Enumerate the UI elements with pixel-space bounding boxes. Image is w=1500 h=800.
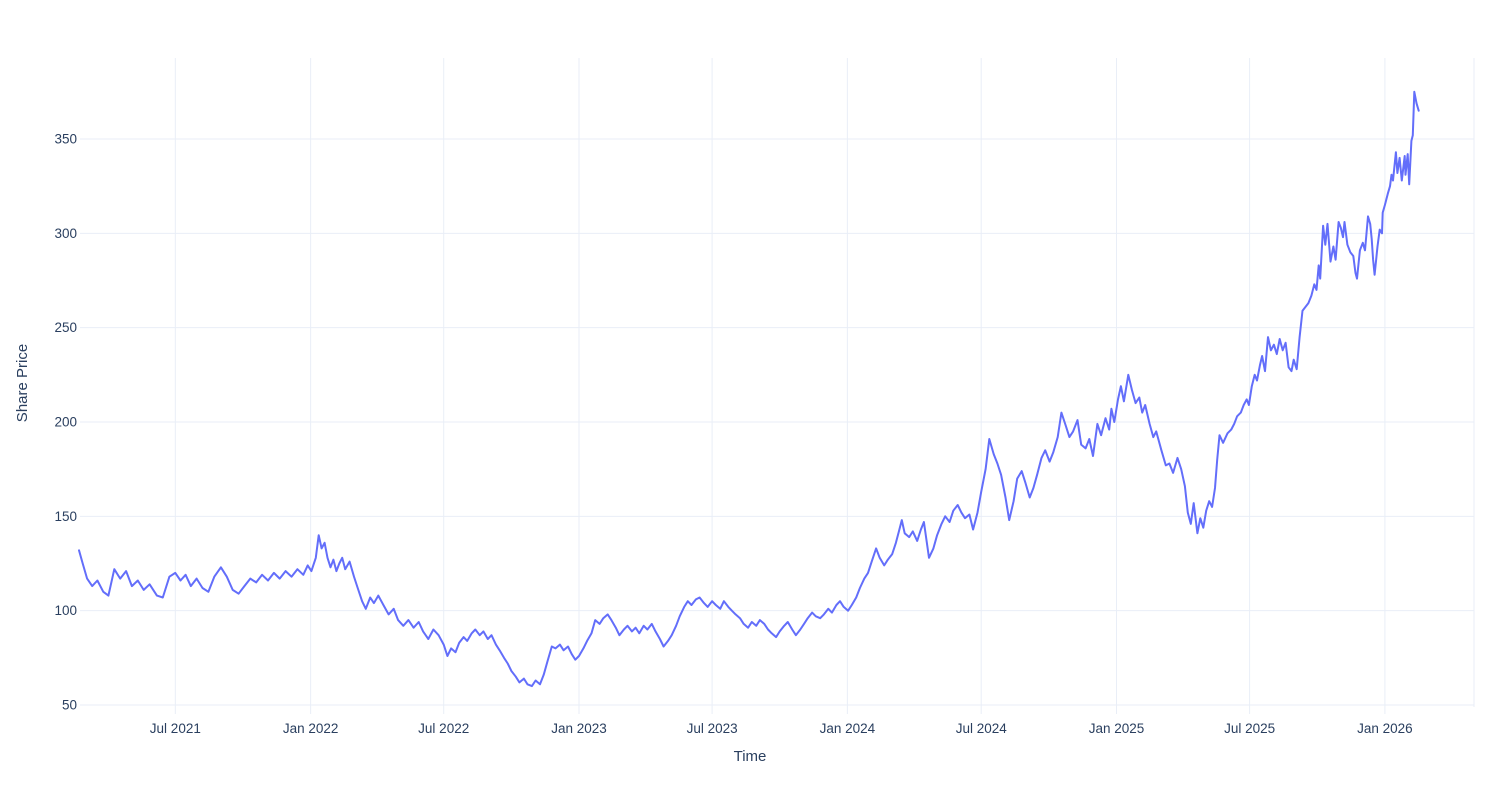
x-tick-label: Jan 2022 xyxy=(283,721,339,736)
x-tick-label: Jul 2024 xyxy=(956,721,1008,736)
x-tick-label: Jan 2024 xyxy=(820,721,876,736)
plot-area[interactable] xyxy=(80,58,1474,707)
y-axis-tick-labels: 50 100 150 200 250 300 350 xyxy=(54,132,77,713)
x-tick-label: Jan 2023 xyxy=(551,721,607,736)
y-tick-label: 200 xyxy=(54,415,77,430)
x-tick-label: Jul 2021 xyxy=(150,721,201,736)
y-tick-label: 300 xyxy=(54,226,77,241)
x-tick-label: Jul 2022 xyxy=(418,721,469,736)
y-tick-label: 100 xyxy=(54,603,77,618)
vertical-gridlines xyxy=(174,58,1475,714)
y-tick-label: 150 xyxy=(54,509,77,524)
x-tick-label: Jul 2025 xyxy=(1224,721,1275,736)
y-axis-title: Share Price xyxy=(14,344,31,422)
x-axis-tick-labels: Jul 2021 Jan 2022 Jul 2022 Jan 2023 Jul 2023… xyxy=(150,721,1413,736)
x-tick-label: Jan 2025 xyxy=(1089,721,1145,736)
x-tick-label: Jan 2026 xyxy=(1357,721,1413,736)
x-tick-label: Jul 2023 xyxy=(687,721,738,736)
y-tick-label: 50 xyxy=(62,698,77,713)
horizontal-gridlines xyxy=(80,138,1474,706)
y-tick-label: 350 xyxy=(54,132,77,147)
x-axis-title: Time xyxy=(734,748,767,765)
y-tick-label: 250 xyxy=(54,320,77,335)
price-line-series xyxy=(78,90,1420,688)
